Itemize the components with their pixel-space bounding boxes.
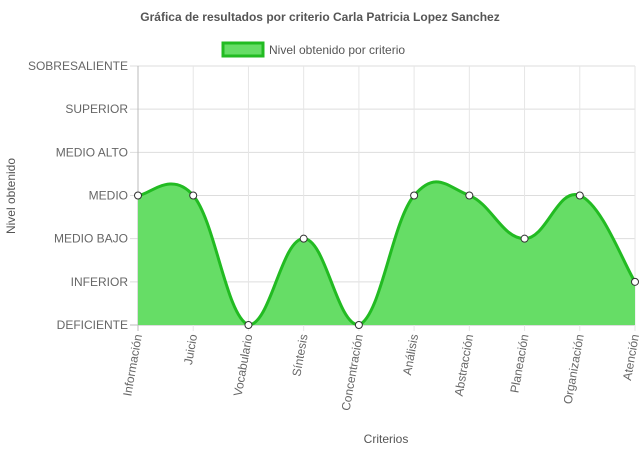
x-tick-label: Planeación [507,333,531,394]
y-tick-label: INFERIOR [71,275,129,289]
data-point[interactable] [410,191,419,200]
data-point[interactable] [134,191,142,200]
x-tick-label: Vocabulario [231,333,256,398]
y-tick-label: MEDIO ALTO [56,145,128,159]
y-tick-label: MEDIO [89,189,128,203]
data-point[interactable] [575,191,584,200]
data-point[interactable] [299,234,308,243]
x-tick-label: Análisis [400,333,421,376]
legend-label: Nivel obtenido por criterio [269,43,405,57]
data-point[interactable] [465,191,474,200]
data-series [134,180,639,329]
legend[interactable]: Nivel obtenido por criterio [221,41,405,58]
x-tick-label: Síntesis [289,333,310,377]
y-tick-label: MEDIO BAJO [54,232,128,246]
x-tick-label: Atención [620,333,639,381]
y-axis-label: Nivel obtenido [4,158,18,234]
chart-title: Gráfica de resultados por criterio Carla… [140,10,499,24]
x-tick-label: Juicio [181,333,200,366]
data-point[interactable] [520,234,529,243]
x-tick-label: Organización [561,333,587,405]
series-area [138,181,635,325]
y-tick-label: DEFICIENTE [57,318,128,332]
series-line [137,180,637,327]
y-tick-labels: DEFICIENTE INFERIOR MEDIO BAJO MEDIO MEDIO A… [28,59,128,332]
y-tick-label: SOBRESALIENTE [28,59,128,73]
x-tick-labels: Información Juicio Vocabulario Síntesis Conc… [120,333,639,412]
data-point[interactable] [189,191,198,200]
x-tick-label: Información [120,333,145,397]
data-point[interactable] [631,277,639,286]
x-tick-label: Concentración [339,333,366,412]
y-tick-label: SUPERIOR [65,102,128,116]
data-point[interactable] [244,321,253,329]
x-tick-label: Abstracción [452,333,477,397]
x-axis-label: Criterios [364,432,409,446]
legend-swatch [221,41,265,58]
data-point[interactable] [354,321,363,329]
